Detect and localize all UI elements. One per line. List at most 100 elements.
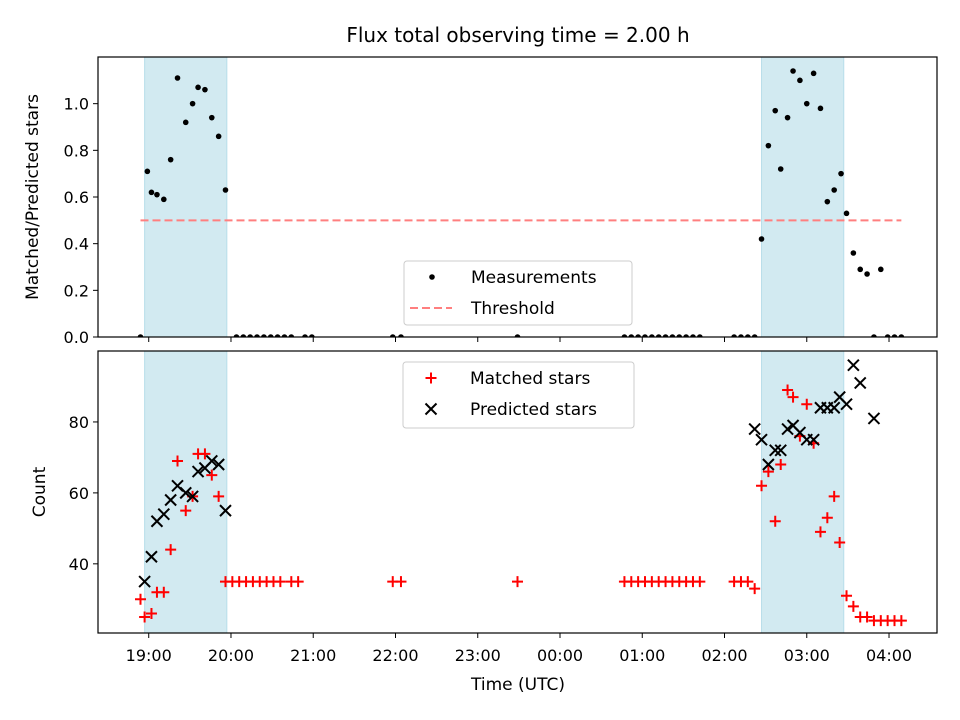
measurements-point: [857, 266, 864, 273]
matched-stars-point: [206, 469, 218, 481]
y-tick-label: 40: [69, 555, 89, 574]
measurements-point: [195, 84, 201, 91]
measurements-point: [758, 236, 765, 242]
measurements-point: [309, 334, 315, 337]
measurements-point: [655, 334, 662, 337]
matched-stars-point: [292, 576, 304, 588]
measurements-point: [182, 119, 189, 126]
measurements-point: [254, 334, 260, 337]
observing-window-2: [761, 57, 845, 337]
matched-stars-point: [762, 466, 774, 478]
predicted-stars-point: [186, 490, 199, 503]
measurements-point: [843, 210, 850, 217]
matched-stars-point: [847, 600, 859, 612]
matched-stars-point: [895, 615, 907, 627]
measurements-point: [884, 334, 891, 337]
measurements-point: [683, 334, 689, 337]
y-tick-label: 60: [69, 484, 89, 503]
x-tick-label: 01:00: [619, 646, 665, 665]
measurements-point: [738, 334, 744, 337]
measurements-point: [871, 334, 877, 337]
predicted-stars-point: [769, 444, 782, 457]
predicted-stars-point: [807, 433, 820, 446]
top-y-axis-label: Matched/Predicted stars: [23, 94, 43, 300]
y-tick-label: 0.6: [64, 188, 89, 207]
x-tick-label: 02:00: [701, 646, 747, 665]
x-tick-label: 03:00: [784, 646, 830, 665]
matched-stars-point: [841, 590, 853, 602]
x-tick-label: 19:00: [126, 646, 172, 665]
legend-box: [402, 361, 635, 429]
matched-stars-point: [180, 505, 192, 517]
bottom-panel: 40 60 80 19:00 20:00 21:00 22:00 23:00 00:00 01:0…: [69, 350, 938, 665]
matched-stars-point: [834, 537, 846, 549]
y-tick-label: 0.0: [64, 328, 89, 347]
measurements-point: [777, 166, 784, 172]
legend-marker-matched-stars: [425, 372, 437, 384]
legend-box: [403, 260, 633, 326]
matched-stars-point: [821, 512, 833, 524]
legend-label-threshold: Threshold: [470, 299, 555, 319]
measurements-point: [302, 334, 308, 337]
measurements-point: [281, 334, 288, 337]
measurements-point: [267, 334, 274, 337]
x-tick-label: 00:00: [537, 646, 583, 665]
measurements-point: [669, 334, 676, 337]
matched-stars-point: [756, 480, 768, 492]
y-tick-label: 0.2: [64, 281, 89, 300]
predicted-stars-point: [781, 422, 794, 436]
measurements-point: [831, 187, 837, 193]
x-tick-label: 04:00: [866, 646, 912, 665]
x-tick-label: 22:00: [372, 646, 418, 665]
measurements-point: [261, 334, 267, 337]
measurements-point: [635, 334, 641, 337]
predicted-stars-point: [191, 465, 205, 478]
measurements-point: [662, 334, 669, 337]
measurements-point: [274, 334, 281, 337]
measurements-point: [772, 107, 779, 114]
matched-stars-point: [145, 607, 157, 619]
matched-stars-point: [782, 384, 794, 396]
y-tick-label: 1.0: [64, 95, 89, 114]
plot-area: [137, 57, 905, 337]
predicted-stars-point: [138, 575, 151, 588]
matched-stars-point: [775, 459, 787, 471]
measurements-point: [137, 334, 144, 337]
legend-marker-measurements: [429, 274, 435, 280]
measurements-point: [514, 334, 521, 337]
y-tick-label: 80: [69, 413, 89, 432]
predicted-stars-point: [827, 401, 841, 414]
measurements-point: [642, 334, 648, 337]
measurements-point: [389, 334, 396, 337]
legend-marker-predicted-stars: [424, 402, 438, 416]
measurements-point: [649, 334, 655, 337]
legend-label-predicted-stars: Predicted stars: [470, 400, 597, 420]
predicted-stars-point: [854, 376, 867, 390]
legend: Measurements Threshold: [403, 260, 633, 326]
measurements-point: [765, 142, 772, 149]
measurements-point: [398, 334, 404, 337]
measurements-point: [891, 334, 898, 337]
bottom-y-axis-label: Count: [30, 466, 50, 517]
measurements-point: [810, 70, 817, 77]
measurements-point: [690, 334, 696, 337]
measurements-point: [864, 271, 870, 277]
matched-stars-point: [787, 391, 799, 403]
legend-label-measurements: Measurements: [471, 268, 597, 288]
predicted-stars-point: [840, 398, 853, 411]
measurements-point: [621, 334, 628, 337]
measurements-point: [240, 334, 247, 337]
matched-stars-point: [395, 576, 407, 588]
measurements-point: [154, 191, 160, 198]
predicted-stars-point: [212, 458, 225, 471]
measurements-point: [745, 334, 751, 337]
predicted-stars-point: [145, 550, 158, 563]
predicted-stars-point: [205, 454, 218, 468]
measurements-point: [751, 334, 758, 337]
measurements-point: [202, 86, 208, 93]
measurements-point: [208, 114, 215, 121]
predicted-stars-point: [748, 422, 761, 436]
measurements-point: [731, 334, 737, 337]
measurements-point: [697, 334, 703, 337]
x-axis-label: Time (UTC): [470, 675, 565, 695]
